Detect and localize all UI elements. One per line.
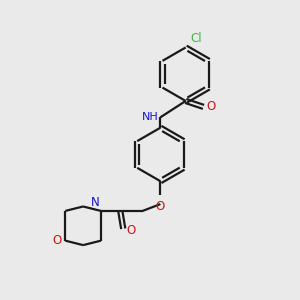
Text: O: O [156, 200, 165, 213]
Text: O: O [206, 100, 216, 113]
Text: Cl: Cl [190, 32, 202, 45]
Text: O: O [52, 234, 62, 247]
Text: N: N [91, 196, 100, 209]
Text: O: O [127, 224, 136, 237]
Text: NH: NH [142, 112, 159, 122]
